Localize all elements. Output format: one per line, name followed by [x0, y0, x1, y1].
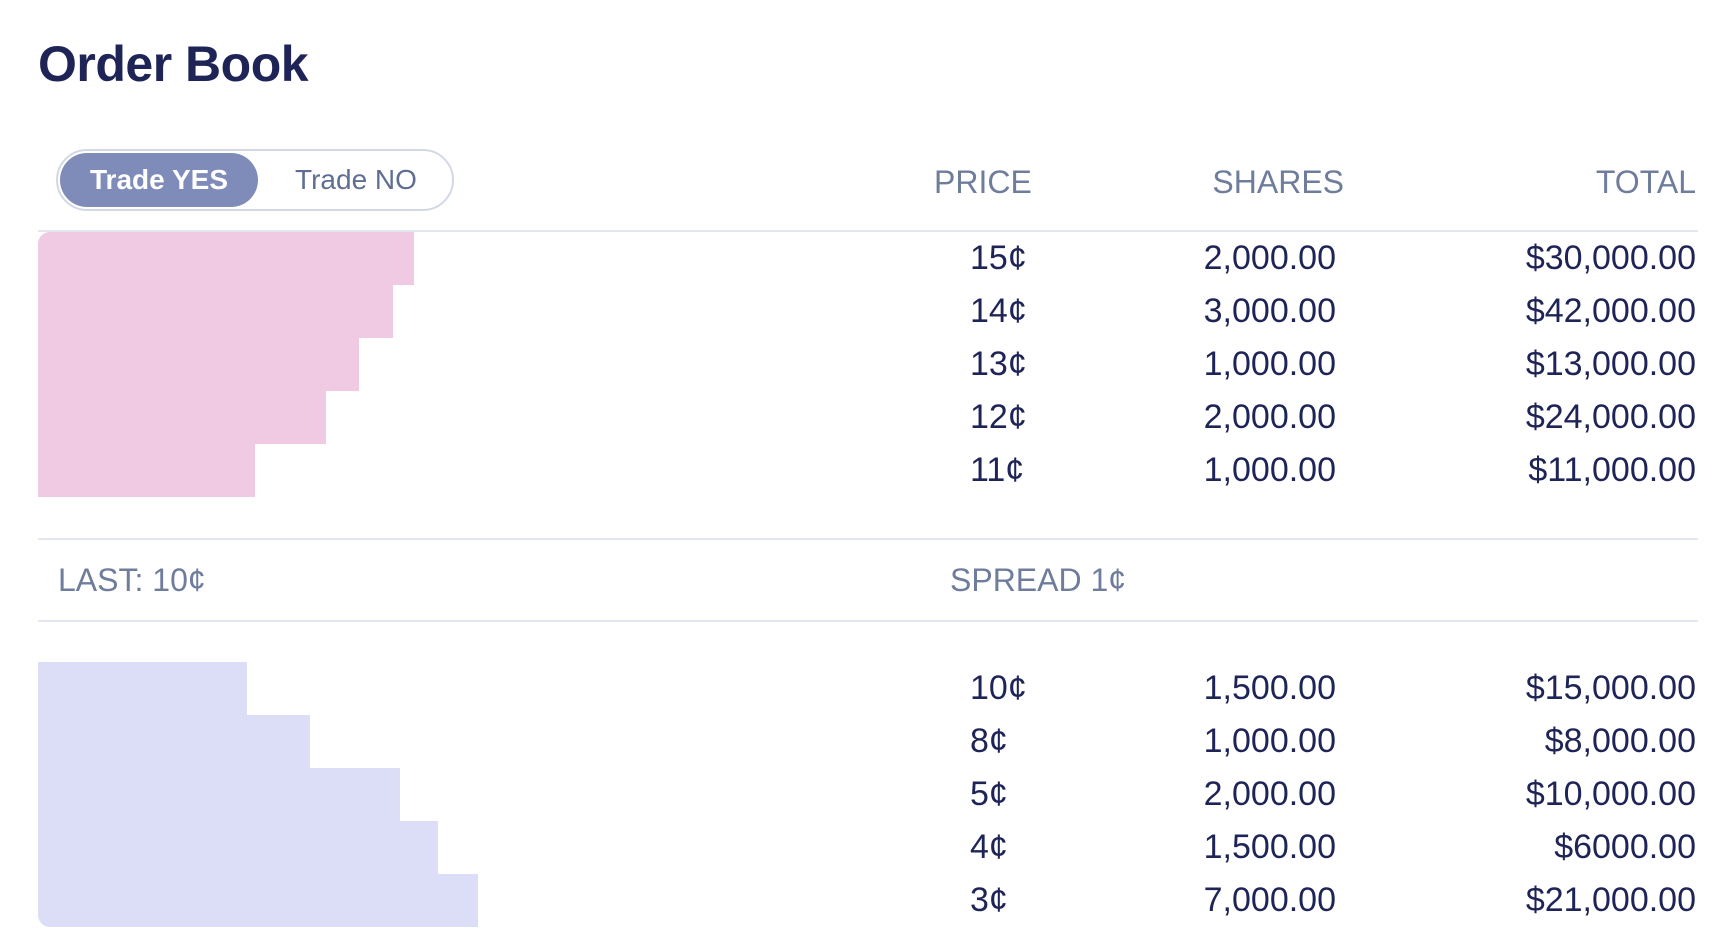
bid-row[interactable]: 8¢ 1,000.00 $8,000.00 [0, 715, 1724, 768]
bid-total: $21,000.00 [1525, 881, 1696, 919]
bid-total: $15,000.00 [1525, 669, 1696, 707]
ask-shares: 1,000.00 [1203, 451, 1336, 489]
bid-price: 5¢ [970, 775, 1008, 813]
ask-shares: 3,000.00 [1203, 292, 1336, 330]
bid-depth-bar [38, 662, 247, 715]
bid-shares: 7,000.00 [1203, 881, 1336, 919]
bid-price: 8¢ [970, 722, 1008, 760]
ask-total: $30,000.00 [1525, 239, 1696, 277]
page-title: Order Book [38, 36, 309, 92]
ask-row[interactable]: 12¢ 2,000.00 $24,000.00 [0, 391, 1724, 444]
bid-depth-bar [38, 768, 400, 821]
ask-shares: 2,000.00 [1203, 398, 1336, 436]
ask-row[interactable]: 15¢ 2,000.00 $30,000.00 [0, 232, 1724, 285]
bid-price: 3¢ [970, 881, 1008, 919]
bid-shares: 2,000.00 [1203, 775, 1336, 813]
ask-total: $13,000.00 [1525, 345, 1696, 383]
ask-total: $24,000.00 [1525, 398, 1696, 436]
ask-shares: 1,000.00 [1203, 345, 1336, 383]
price-column-header: PRICE [934, 164, 1032, 200]
bid-shares: 1,000.00 [1203, 722, 1336, 760]
last-price-label: LAST: 10¢ [58, 562, 206, 598]
bid-total: $10,000.00 [1525, 775, 1696, 813]
bid-total: $6000.00 [1554, 828, 1696, 866]
ask-total: $42,000.00 [1525, 292, 1696, 330]
spread-top-divider [38, 538, 1698, 540]
shares-column-header: SHARES [1212, 164, 1344, 200]
bid-depth-bar [38, 715, 310, 768]
trade-no-button[interactable]: Trade NO [295, 164, 417, 195]
ask-price: 13¢ [970, 345, 1027, 383]
bid-depth-bar [38, 821, 438, 874]
bid-shares: 1,500.00 [1203, 669, 1336, 707]
bid-row[interactable]: 10¢ 1,500.00 $15,000.00 [0, 662, 1724, 715]
bid-row[interactable]: 3¢ 7,000.00 $21,000.00 [0, 874, 1724, 927]
bid-depth-bar [38, 874, 478, 927]
ask-price: 14¢ [970, 292, 1027, 330]
bid-row[interactable]: 5¢ 2,000.00 $10,000.00 [0, 768, 1724, 821]
ask-depth-bar [38, 391, 326, 444]
total-column-header: TOTAL [1595, 164, 1696, 200]
bid-price: 4¢ [970, 828, 1008, 866]
trade-side-toggle: Trade YES Trade NO [56, 149, 454, 211]
ask-row[interactable]: 14¢ 3,000.00 $42,000.00 [0, 285, 1724, 338]
bid-total: $8,000.00 [1544, 722, 1696, 760]
trade-yes-button[interactable]: Trade YES [60, 153, 258, 207]
ask-row[interactable]: 13¢ 1,000.00 $13,000.00 [0, 338, 1724, 391]
ask-depth-bar [38, 232, 414, 285]
ask-price: 11¢ [970, 451, 1025, 489]
bid-price: 10¢ [970, 669, 1027, 707]
spread-bottom-divider [38, 620, 1698, 622]
header-divider [38, 230, 1698, 232]
ask-depth-bar [38, 444, 255, 497]
ask-orders-list: 15¢ 2,000.00 $30,000.00 14¢ 3,000.00 $42… [0, 232, 1724, 497]
spread-label: SPREAD 1¢ [950, 562, 1127, 598]
bid-shares: 1,500.00 [1203, 828, 1336, 866]
bid-orders-list: 10¢ 1,500.00 $15,000.00 8¢ 1,000.00 $8,0… [0, 662, 1724, 927]
bid-row[interactable]: 4¢ 1,500.00 $6000.00 [0, 821, 1724, 874]
ask-row[interactable]: 11¢ 1,000.00 $11,000.00 [0, 444, 1724, 497]
ask-total: $11,000.00 [1528, 451, 1696, 489]
ask-price: 15¢ [970, 239, 1027, 277]
ask-price: 12¢ [970, 398, 1027, 436]
ask-depth-bar [38, 338, 359, 391]
ask-shares: 2,000.00 [1203, 239, 1336, 277]
ask-depth-bar [38, 285, 393, 338]
